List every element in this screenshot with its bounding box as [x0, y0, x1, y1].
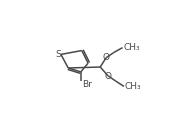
Text: CH₃: CH₃ [123, 43, 140, 52]
Text: S: S [55, 50, 61, 59]
Text: CH₃: CH₃ [125, 82, 141, 91]
Text: O: O [102, 53, 110, 62]
Text: Br: Br [83, 80, 92, 88]
Text: O: O [105, 72, 111, 81]
